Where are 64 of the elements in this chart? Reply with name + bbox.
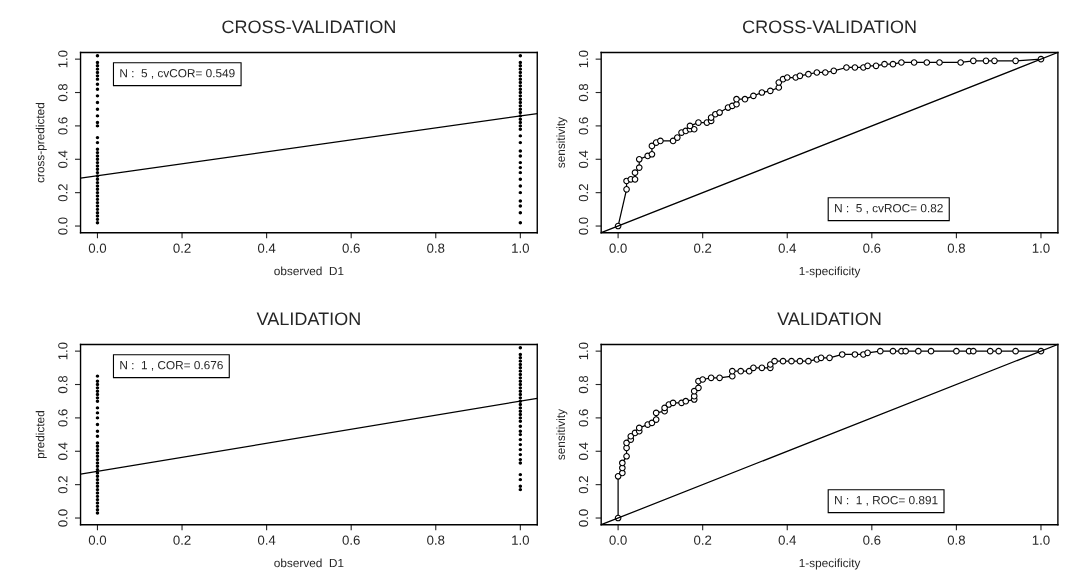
x-tick-label: 1.0: [512, 535, 529, 545]
y-tick-label: 0.0: [58, 217, 68, 235]
y-tick-label: 0.4: [58, 150, 68, 168]
y-tick-label: 0.6: [578, 117, 589, 135]
x-tick-label: 0.2: [173, 243, 191, 253]
y-tick-label: 0.4: [578, 150, 589, 168]
x-tick-label: 1.0: [1032, 243, 1050, 253]
y-tick-label: 0.8: [58, 375, 68, 394]
x-axis-title: observed D1: [274, 266, 344, 276]
x-tick-label: 1.0: [1032, 535, 1050, 545]
x-tick-label: 0.8: [427, 535, 445, 545]
x-tick-label: 0.0: [88, 243, 107, 253]
x-tick-label: 0.4: [257, 535, 276, 545]
y-tick-label: 0.2: [58, 184, 68, 202]
y-axis-title: predicted: [35, 411, 47, 459]
y-tick-label: 0.2: [58, 476, 68, 494]
y-tick-label: 0.6: [58, 117, 68, 135]
x-axis-title: observed D1: [274, 558, 344, 568]
y-tick-label: 0.2: [578, 184, 589, 202]
annotation: N : 1 , ROC= 0.891: [835, 495, 938, 506]
x-tick-label: 0.2: [694, 243, 712, 253]
chart-title: VALIDATION: [256, 312, 360, 326]
y-tick-label: 0.0: [58, 509, 68, 527]
x-tick-label: 0.6: [863, 243, 881, 253]
y-tick-label: 0.0: [578, 217, 589, 235]
y-tick-label: 0.2: [578, 476, 589, 494]
x-tick-label: 0.0: [609, 243, 627, 253]
x-tick-label: 0.8: [947, 243, 965, 253]
y-tick-label: 0.4: [58, 442, 68, 460]
y-tick-label: 0.8: [578, 375, 589, 394]
y-tick-label: 0.8: [58, 83, 68, 102]
x-axis-title: 1-specificity: [799, 266, 861, 278]
annotation: N : 1 , COR= 0.676: [120, 360, 223, 371]
chart-title: CROSS-VALIDATION: [222, 20, 395, 34]
x-tick-label: 0.2: [694, 535, 712, 545]
x-tick-label: 0.2: [173, 535, 191, 545]
x-tick-label: 0.8: [427, 243, 445, 253]
y-tick-label: 1.0: [578, 50, 589, 68]
x-tick-label: 1.0: [512, 243, 529, 253]
x-tick-label: 0.4: [778, 243, 797, 253]
annotation: N : 5 , cvCOR= 0.549: [120, 69, 235, 79]
x-tick-label: 0.6: [863, 535, 881, 545]
annotation: N : 5 , cvROC= 0.82: [835, 203, 943, 214]
x-tick-label: 0.4: [257, 243, 276, 253]
y-axis-title: sensitivity: [556, 117, 568, 168]
x-tick-label: 0.4: [778, 535, 797, 545]
y-axis-title: cross-predicted: [35, 103, 47, 183]
y-tick-label: 0.4: [578, 442, 589, 460]
x-axis-title: 1-specificity: [799, 558, 861, 570]
x-tick-label: 0.6: [342, 243, 360, 253]
chart-title: CROSS-VALIDATION: [743, 20, 916, 34]
y-tick-label: 0.6: [578, 409, 589, 427]
x-tick-label: 0.0: [88, 535, 107, 545]
y-tick-label: 0.0: [578, 509, 589, 527]
x-tick-label: 0.8: [947, 535, 965, 545]
x-tick-label: 0.0: [609, 535, 627, 545]
y-tick-label: 0.8: [578, 83, 589, 102]
y-tick-label: 1.0: [58, 342, 68, 360]
y-tick-label: 1.0: [578, 342, 589, 360]
x-tick-label: 0.6: [342, 535, 360, 545]
y-tick-label: 1.0: [58, 50, 68, 68]
y-axis-title: sensitivity: [556, 409, 568, 460]
y-tick-label: 0.6: [58, 409, 68, 427]
chart-title: VALIDATION: [777, 312, 881, 326]
